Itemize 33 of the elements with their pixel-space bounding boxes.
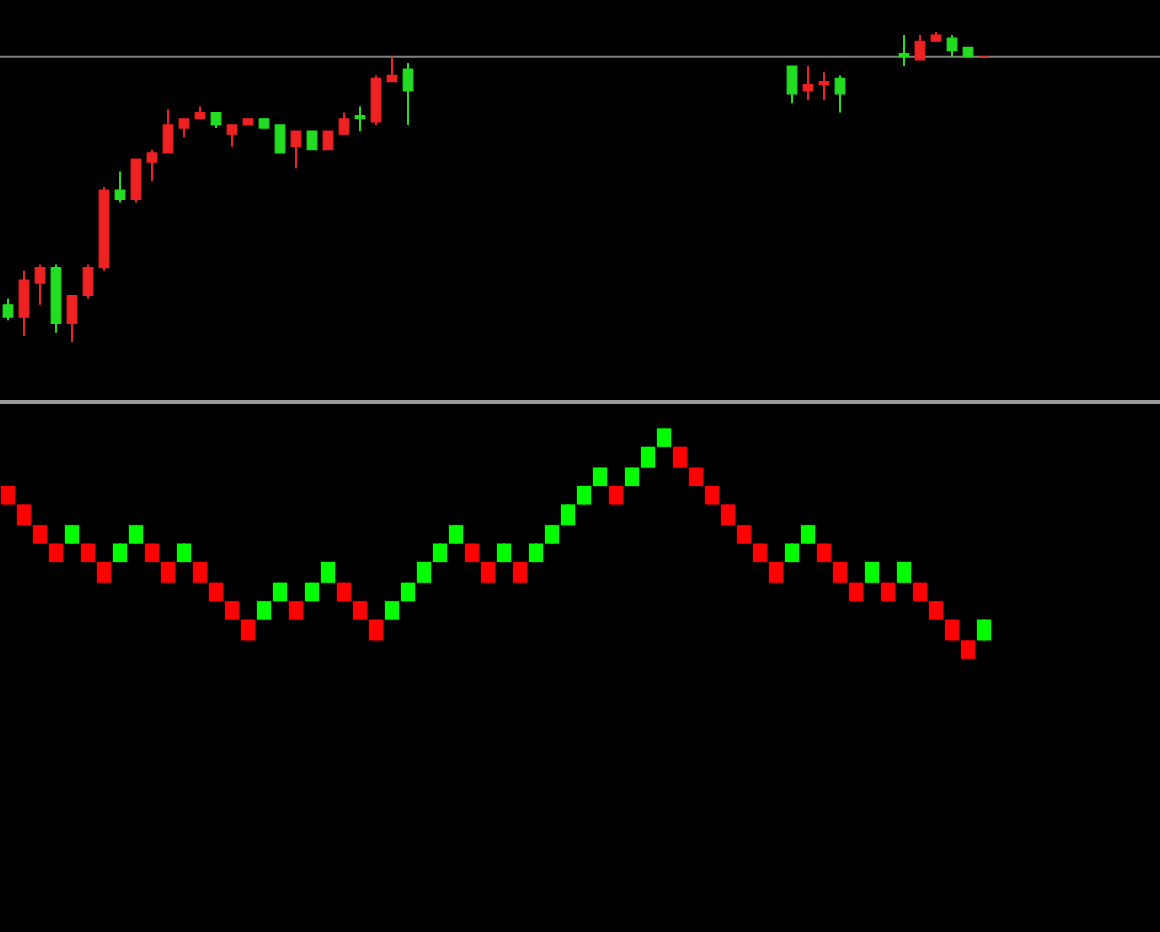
candlestick (114, 170, 126, 204)
candlestick (976, 618, 992, 642)
candlestick (370, 74, 382, 126)
candlestick (82, 263, 94, 300)
candlestick (178, 117, 190, 139)
candlestick (274, 123, 286, 154)
candlestick (946, 34, 958, 58)
candlestick (226, 123, 238, 148)
candlestick (608, 485, 624, 506)
candlestick (512, 561, 528, 584)
candlestick (896, 561, 912, 584)
candlestick (386, 55, 398, 83)
candlestick (176, 542, 192, 564)
candlestick (288, 600, 304, 621)
candlestick (146, 148, 158, 182)
candlestick (2, 297, 14, 322)
candlestick (402, 61, 414, 126)
candlestick (18, 269, 30, 337)
candlestick (66, 294, 78, 344)
candlestick (34, 263, 46, 306)
candlestick (786, 65, 798, 105)
candlestick (162, 108, 174, 154)
candlestick (834, 74, 846, 114)
candlestick (864, 561, 880, 584)
candlestick (496, 542, 512, 564)
candlestick (306, 130, 318, 151)
candlestick (338, 111, 350, 136)
candlestick (130, 158, 142, 204)
candlestick (914, 34, 926, 61)
candlestick (802, 65, 814, 102)
candlestick (880, 581, 896, 603)
candlestick (64, 524, 80, 545)
candlestick (322, 130, 334, 151)
